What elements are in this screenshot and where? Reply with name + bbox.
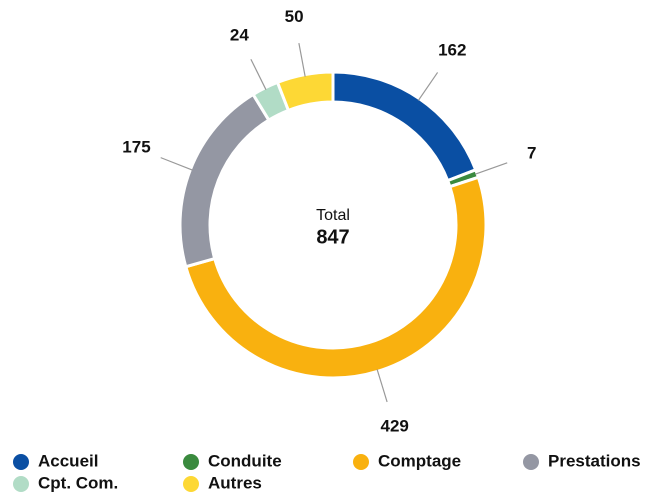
value-label: 24 [230, 25, 249, 44]
legend-label: Comptage [378, 451, 461, 470]
center-label: Total [316, 207, 350, 224]
leader-line [298, 43, 306, 77]
value-label: 162 [438, 40, 466, 59]
leader-line [160, 157, 193, 171]
leader-line [417, 72, 439, 101]
legend-swatch [183, 454, 199, 470]
leader-line [376, 369, 388, 403]
value-label: 175 [122, 138, 150, 157]
donut-segment [331, 70, 478, 183]
legend-swatch [353, 454, 369, 470]
legend-label: Prestations [548, 451, 641, 470]
legend-swatch [13, 454, 29, 470]
legend-label: Accueil [38, 451, 98, 470]
legend-swatch [183, 476, 199, 492]
donut-segment [178, 92, 271, 269]
value-label: 50 [285, 7, 304, 26]
legend-label: Autres [208, 473, 262, 492]
donut-segment [183, 175, 488, 380]
legend-label: Conduite [208, 451, 282, 470]
donut-segment [275, 70, 335, 113]
legend-swatch [13, 476, 29, 492]
value-label: 7 [527, 144, 536, 163]
legend-swatch [523, 454, 539, 470]
leader-line [474, 162, 508, 175]
leader-line [250, 58, 267, 90]
legend-label: Cpt. Com. [38, 473, 118, 492]
value-label: 429 [381, 416, 409, 435]
center-total: 847 [316, 226, 349, 248]
